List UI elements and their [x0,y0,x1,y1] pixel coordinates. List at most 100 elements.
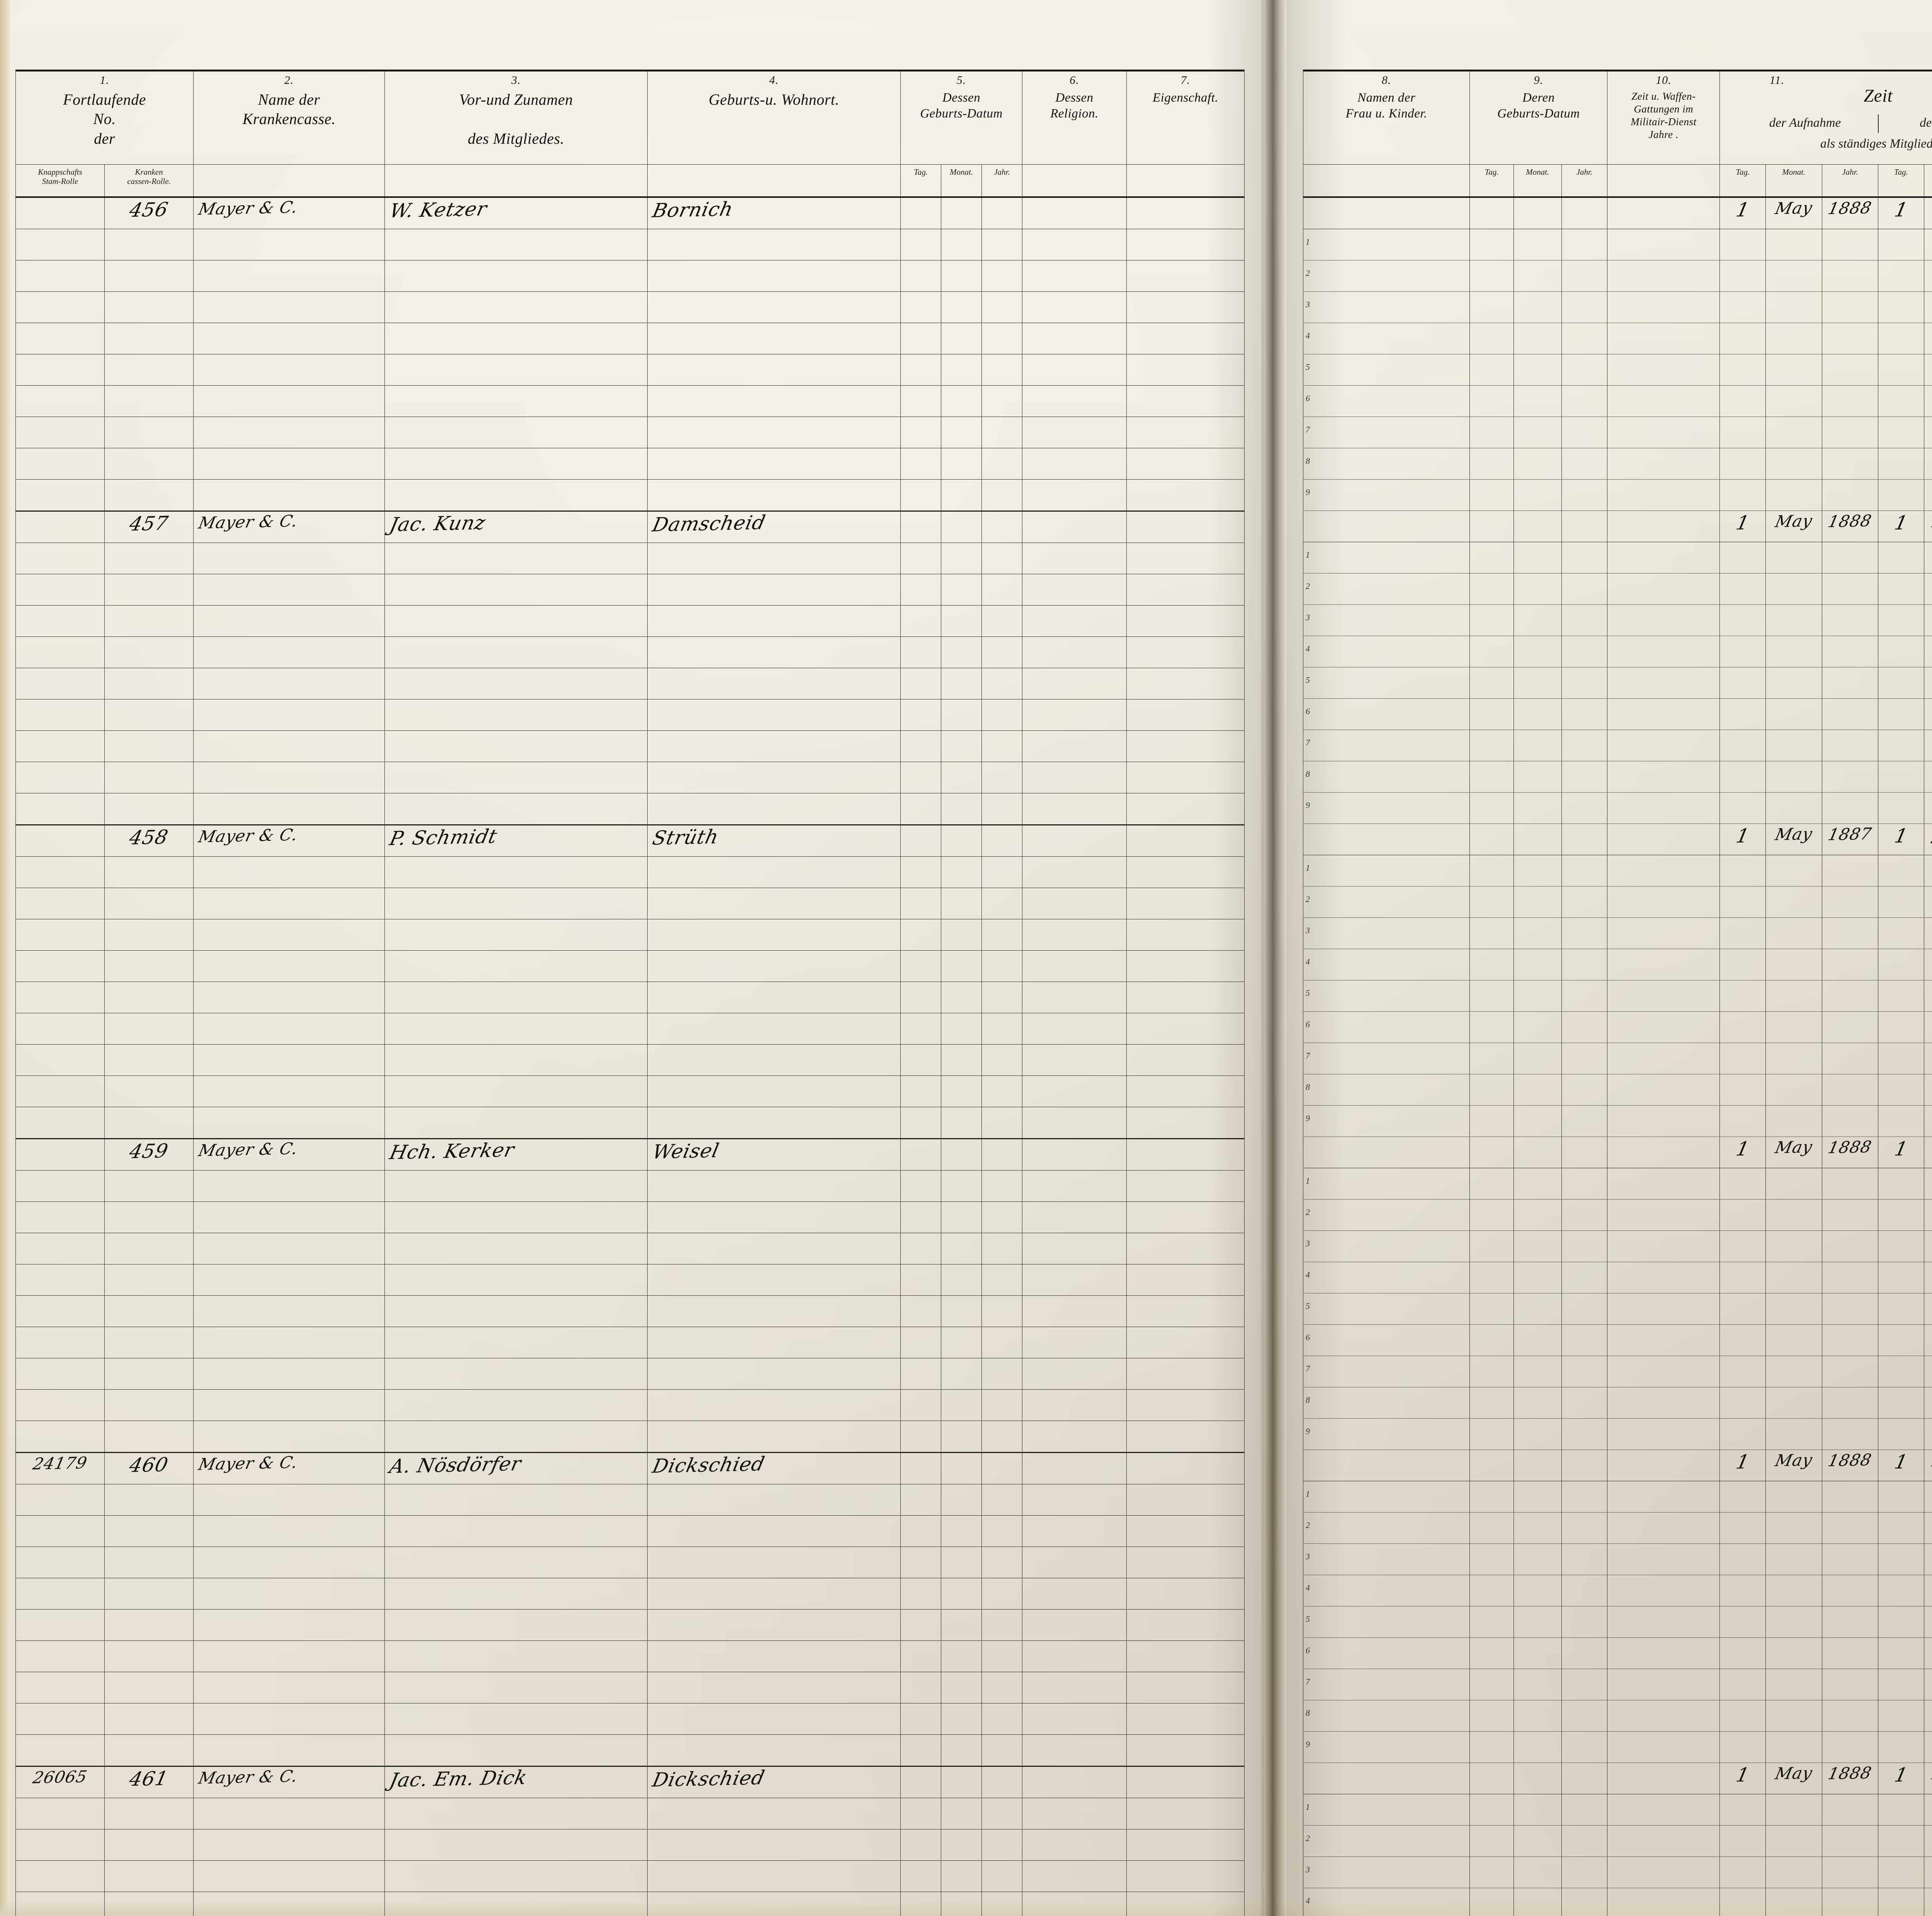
cell-blank[interactable] [981,856,1023,888]
cell-blank[interactable] [900,1201,942,1233]
cell-blank[interactable] [981,950,1023,982]
table-row[interactable]: 1May18881Mai1890 [1303,1137,1932,1168]
cell-frau-kinder-line[interactable]: 5 [1303,980,1470,1012]
cell-blank[interactable] [1561,1543,1608,1575]
cell-blank[interactable] [1022,1107,1127,1139]
cell-blank[interactable] [1561,1168,1608,1200]
cell-blank[interactable] [1126,1170,1245,1202]
cell-blank[interactable] [104,1829,194,1861]
table-row-continuation[interactable] [15,260,1245,292]
table-row-continuation[interactable]: 3 [1303,1230,1932,1262]
cell-geburtsdatum-tag[interactable] [900,1452,942,1484]
cell-blank[interactable] [193,1484,385,1516]
cell-blank[interactable] [1022,605,1127,637]
cell-blank[interactable] [1469,886,1514,918]
cell-aufnahme-jahr[interactable]: 1888 [1821,1137,1879,1168]
cell-blank[interactable] [1719,1543,1766,1575]
cell-eigenschaft[interactable] [1126,1138,1245,1171]
cell-blank[interactable] [1513,260,1562,292]
cell-blank[interactable] [1126,291,1245,323]
cell-blank[interactable] [1607,479,1720,511]
cell-blank[interactable] [1022,856,1127,888]
cell-blank[interactable] [384,260,648,292]
cell-blank[interactable] [1719,730,1766,761]
cell-blank[interactable] [104,1734,194,1767]
cell-blank[interactable] [193,479,385,512]
cell-blank[interactable] [1765,573,1822,605]
cell-blank[interactable] [981,636,1023,668]
cell-blank[interactable] [1719,291,1766,323]
cell-blank[interactable] [1607,1199,1720,1231]
cell-blank[interactable] [941,1484,982,1516]
cell-blank[interactable] [15,1892,105,1916]
cell-aufnahme-monat[interactable]: May [1765,1137,1822,1168]
cell-blank[interactable] [1923,1794,1932,1826]
cell-blank[interactable] [1126,793,1245,825]
cell-blank[interactable] [1513,1888,1562,1916]
cell-blank[interactable] [1878,1481,1924,1513]
cell-blank[interactable] [941,730,982,762]
table-row-continuation[interactable] [15,1358,1245,1390]
cell-blank[interactable] [647,385,901,417]
cell-blank[interactable] [1821,1825,1879,1857]
cell-blank[interactable] [193,919,385,951]
cell-blank[interactable] [15,793,105,825]
cell-blank[interactable] [981,1295,1023,1327]
cell-blank[interactable] [1561,448,1608,480]
cell-blank[interactable] [104,448,194,480]
cell-blank[interactable] [193,1327,385,1358]
cell-blank[interactable] [15,479,105,512]
cell-blank[interactable] [1022,229,1127,260]
cell-blank[interactable] [981,1013,1023,1045]
cell-blank[interactable] [1923,479,1932,511]
cell-blank[interactable] [1719,917,1766,949]
cell-geburts-wohnort[interactable]: Dickschied [647,1766,901,1798]
cell-blank[interactable] [647,1327,901,1358]
cell-blank[interactable] [941,1892,982,1916]
cell-blank[interactable] [1719,1794,1766,1826]
cell-frau-kinder-line[interactable]: 1 [1303,229,1470,260]
cell-blank[interactable] [941,1107,982,1139]
cell-blank[interactable] [1469,1669,1514,1700]
cell-blank[interactable] [1878,1074,1924,1106]
cell-blank[interactable] [1561,1575,1608,1606]
cell-blank[interactable] [193,1547,385,1578]
cell-deren-geburtsdatum-monat[interactable] [1513,1137,1562,1168]
cell-blank[interactable] [384,730,648,762]
cell-blank[interactable] [1719,980,1766,1012]
cell-blank[interactable] [1469,1011,1514,1043]
cell-blank[interactable] [1022,1829,1127,1861]
cell-blank[interactable] [981,323,1023,354]
cell-blank[interactable] [941,1734,982,1767]
cell-aufnahme-tag[interactable]: 1 [1719,1763,1766,1794]
cell-blank[interactable] [1126,636,1245,668]
cell-blank[interactable] [1022,636,1127,668]
cell-blank[interactable] [647,1734,901,1767]
table-row-continuation[interactable]: 8 [1303,761,1932,793]
cell-krankencassen-rolle[interactable]: 459 [104,1138,194,1171]
cell-blank[interactable] [384,793,648,825]
cell-blank[interactable] [1821,761,1879,793]
cell-blank[interactable] [941,417,982,448]
table-row-continuation[interactable] [15,856,1245,888]
cell-blank[interactable] [1765,1011,1822,1043]
cell-blank[interactable] [1923,1669,1932,1700]
cell-blank[interactable] [647,260,901,292]
cell-blank[interactable] [981,1703,1023,1735]
cell-frau-kinder-line[interactable]: 4 [1303,636,1470,667]
cell-blank[interactable] [900,1044,942,1076]
cell-blank[interactable] [1469,855,1514,887]
cell-blank[interactable] [647,1421,901,1453]
cell-blank[interactable] [1126,574,1245,606]
cell-frau-kinder-line[interactable]: 9 [1303,1105,1470,1137]
cell-krankencasse[interactable]: Mayer & C. [193,1452,385,1484]
cell-blank[interactable] [900,479,942,512]
cell-blank[interactable] [647,1892,901,1916]
cell-blank[interactable] [1923,761,1932,793]
cell-blank[interactable] [1719,385,1766,417]
cell-blank[interactable] [1719,1387,1766,1419]
cell-blank[interactable] [981,1860,1023,1892]
cell-blank[interactable] [1513,1606,1562,1638]
cell-blank[interactable] [1607,730,1720,761]
cell-blank[interactable] [1022,1860,1127,1892]
